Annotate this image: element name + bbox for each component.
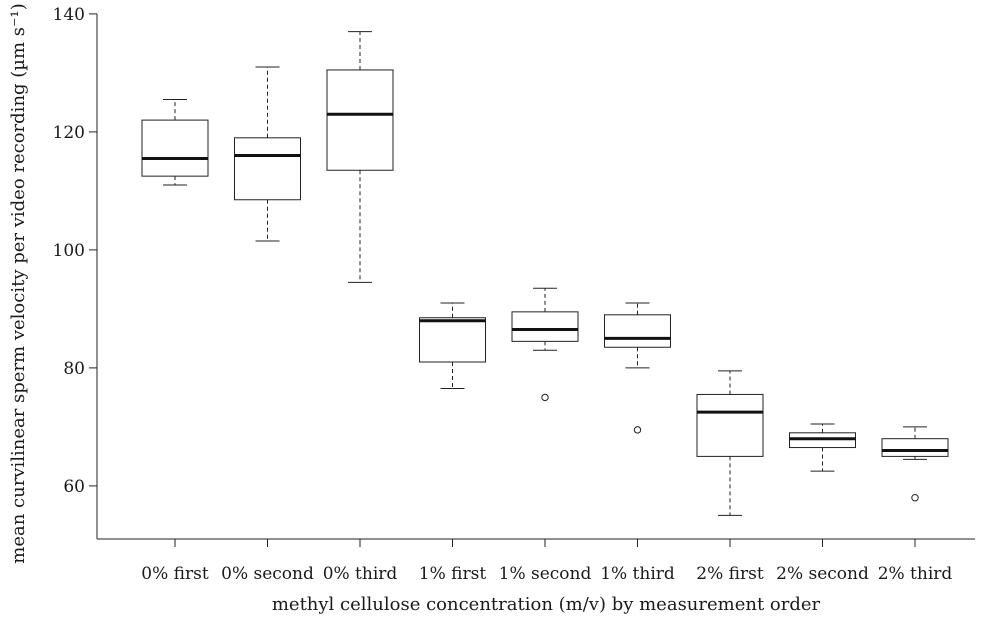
box-group bbox=[604, 302, 671, 434]
x-ticks: 0% first 0% second 0% third 1% first 1% seco… bbox=[141, 539, 952, 584]
x-tick-label: 0% third bbox=[323, 564, 398, 584]
y-tick-label: 100 bbox=[53, 241, 85, 261]
box-group bbox=[511, 287, 579, 402]
boxes bbox=[141, 31, 949, 516]
outlier-point bbox=[633, 426, 642, 434]
x-axis-title: methyl cellulose concentration (m/v) by … bbox=[272, 594, 821, 615]
iqr-box bbox=[604, 314, 671, 348]
y-tick-label: 120 bbox=[53, 123, 85, 143]
outlier-point bbox=[541, 393, 549, 402]
axes bbox=[96, 13, 975, 540]
box-group bbox=[141, 98, 209, 186]
x-tick-label: 1% first bbox=[419, 564, 487, 584]
y-tick-label: 140 bbox=[53, 5, 85, 25]
x-tick-label: 0% first bbox=[141, 564, 209, 584]
box-group bbox=[234, 66, 301, 242]
iqr-box bbox=[141, 119, 209, 177]
y-axis-title: mean curvilinear sperm velocity per vide… bbox=[8, 3, 29, 564]
x-tick-label: 1% third bbox=[600, 564, 675, 584]
iqr-box bbox=[326, 69, 394, 171]
iqr-box bbox=[696, 393, 764, 457]
box-group bbox=[419, 302, 486, 390]
y-tick-label: 60 bbox=[63, 477, 85, 497]
x-tick-label: 2% second bbox=[776, 564, 869, 584]
x-tick-label: 0% second bbox=[221, 564, 314, 584]
box-group bbox=[696, 370, 764, 516]
iqr-box bbox=[419, 317, 486, 363]
box-group bbox=[326, 31, 394, 283]
x-tick-label: 1% second bbox=[499, 564, 592, 584]
outlier-point bbox=[911, 494, 919, 502]
iqr-box bbox=[234, 137, 301, 201]
box-group bbox=[881, 426, 949, 502]
y-ticks: 60 80 100 120 140 bbox=[53, 5, 97, 497]
x-tick-label: 2% first bbox=[696, 564, 764, 584]
iqr-box bbox=[511, 311, 579, 342]
x-tick-label: 2% third bbox=[878, 564, 953, 584]
iqr-box bbox=[881, 438, 949, 457]
y-tick-label: 80 bbox=[63, 359, 85, 379]
box-group bbox=[789, 423, 856, 472]
